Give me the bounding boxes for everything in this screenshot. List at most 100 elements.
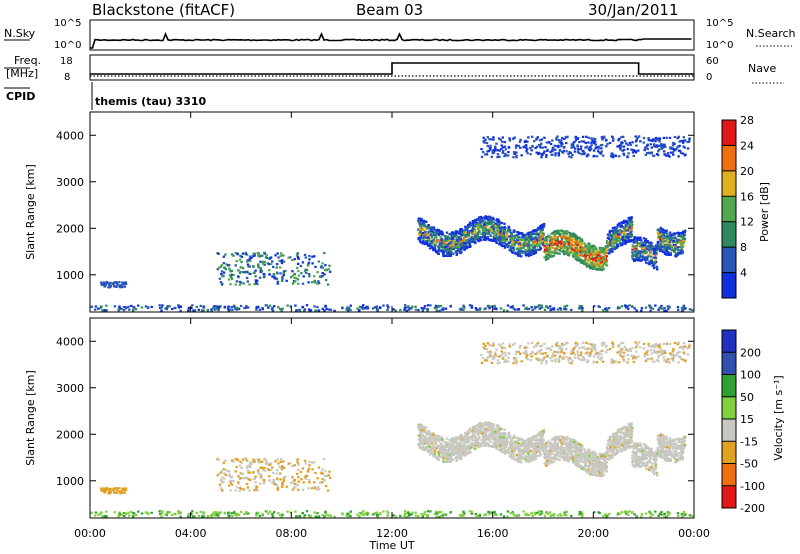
echo-point xyxy=(495,447,498,450)
echo-point xyxy=(479,239,482,242)
echo-point xyxy=(349,308,352,312)
echo-point xyxy=(549,142,553,146)
echo-point xyxy=(622,425,626,428)
echo-point xyxy=(657,139,660,142)
echo-point xyxy=(493,445,496,449)
echo-point xyxy=(496,229,499,232)
echo-point xyxy=(460,228,463,231)
echo-point xyxy=(599,144,603,147)
echo-point xyxy=(296,262,300,265)
echo-point xyxy=(550,442,553,445)
echo-point xyxy=(494,226,497,229)
echo-point xyxy=(661,250,664,253)
echo-point xyxy=(503,222,506,225)
echo-point xyxy=(515,233,519,237)
echo-point xyxy=(191,304,194,307)
echo-point xyxy=(651,245,654,249)
echo-point xyxy=(588,251,591,254)
echo-point xyxy=(224,253,227,256)
echo-point xyxy=(611,136,615,139)
echo-point xyxy=(577,456,580,459)
echo-point xyxy=(125,307,128,310)
echo-point xyxy=(557,240,560,243)
echo-point xyxy=(499,241,502,244)
echo-point xyxy=(589,265,593,268)
echo-point xyxy=(661,240,665,243)
echo-point xyxy=(444,237,447,241)
echo-point xyxy=(558,248,561,252)
echo-point xyxy=(131,309,135,312)
echo-point xyxy=(585,145,589,148)
echo-point xyxy=(511,243,514,247)
echo-point xyxy=(610,435,613,438)
echo-point xyxy=(245,276,249,280)
echo-point xyxy=(411,305,414,308)
colorbar-tick-label: 8 xyxy=(740,241,747,254)
echo-point xyxy=(508,137,511,140)
echo-point xyxy=(424,234,428,237)
echo-point xyxy=(624,229,628,232)
echo-point xyxy=(550,243,554,247)
echo-point xyxy=(444,307,448,310)
echo-point xyxy=(435,447,438,450)
echo-point xyxy=(630,216,633,220)
echo-point xyxy=(665,244,668,248)
echo-point xyxy=(428,448,432,451)
echo-point xyxy=(431,440,434,443)
echo-point xyxy=(432,226,435,229)
echo-point xyxy=(552,254,555,257)
echo-point xyxy=(296,255,299,258)
echo-point xyxy=(592,258,595,261)
echo-point xyxy=(118,281,121,284)
echo-point xyxy=(574,258,577,261)
echo-point xyxy=(506,304,510,307)
echo-point xyxy=(534,454,538,457)
echo-point xyxy=(544,248,547,251)
echo-point xyxy=(580,305,584,308)
echo-point xyxy=(628,232,631,235)
echo-point xyxy=(681,231,684,234)
echo-point xyxy=(675,248,678,251)
echo-point xyxy=(609,251,612,254)
echo-point xyxy=(590,144,593,147)
echo-point xyxy=(470,304,473,307)
echo-point xyxy=(445,244,448,247)
echo-point xyxy=(459,244,462,247)
echo-point xyxy=(503,246,507,249)
echo-point xyxy=(666,247,670,250)
echo-point xyxy=(638,238,641,241)
echo-point xyxy=(540,142,543,145)
echo-point xyxy=(593,247,597,250)
echo-point xyxy=(506,439,509,442)
echo-point xyxy=(599,474,602,477)
echo-point xyxy=(535,230,538,233)
echo-point xyxy=(386,308,389,311)
echo-point xyxy=(515,151,518,154)
echo-point xyxy=(629,234,632,237)
echo-point xyxy=(624,448,627,451)
echo-point xyxy=(473,234,477,237)
echo-point xyxy=(637,242,641,245)
echo-point xyxy=(468,245,471,248)
echo-point xyxy=(660,245,663,248)
echo-point xyxy=(624,225,628,229)
echo-point xyxy=(471,225,474,228)
echo-point xyxy=(452,231,455,234)
echo-point xyxy=(463,238,466,241)
echo-point xyxy=(473,228,477,231)
echo-point xyxy=(600,255,603,258)
echo-point xyxy=(583,262,586,266)
echo-point xyxy=(130,304,133,307)
echo-point xyxy=(418,233,421,236)
echo-point xyxy=(271,309,275,312)
echo-point xyxy=(672,239,676,242)
echo-point xyxy=(263,260,266,264)
echo-point xyxy=(561,151,564,154)
echo-point xyxy=(642,244,646,247)
echo-point xyxy=(647,139,650,142)
echo-point xyxy=(442,251,445,254)
echo-point xyxy=(486,136,489,139)
echo-point xyxy=(562,149,565,152)
echo-point xyxy=(677,233,681,236)
echo-point xyxy=(268,263,271,266)
